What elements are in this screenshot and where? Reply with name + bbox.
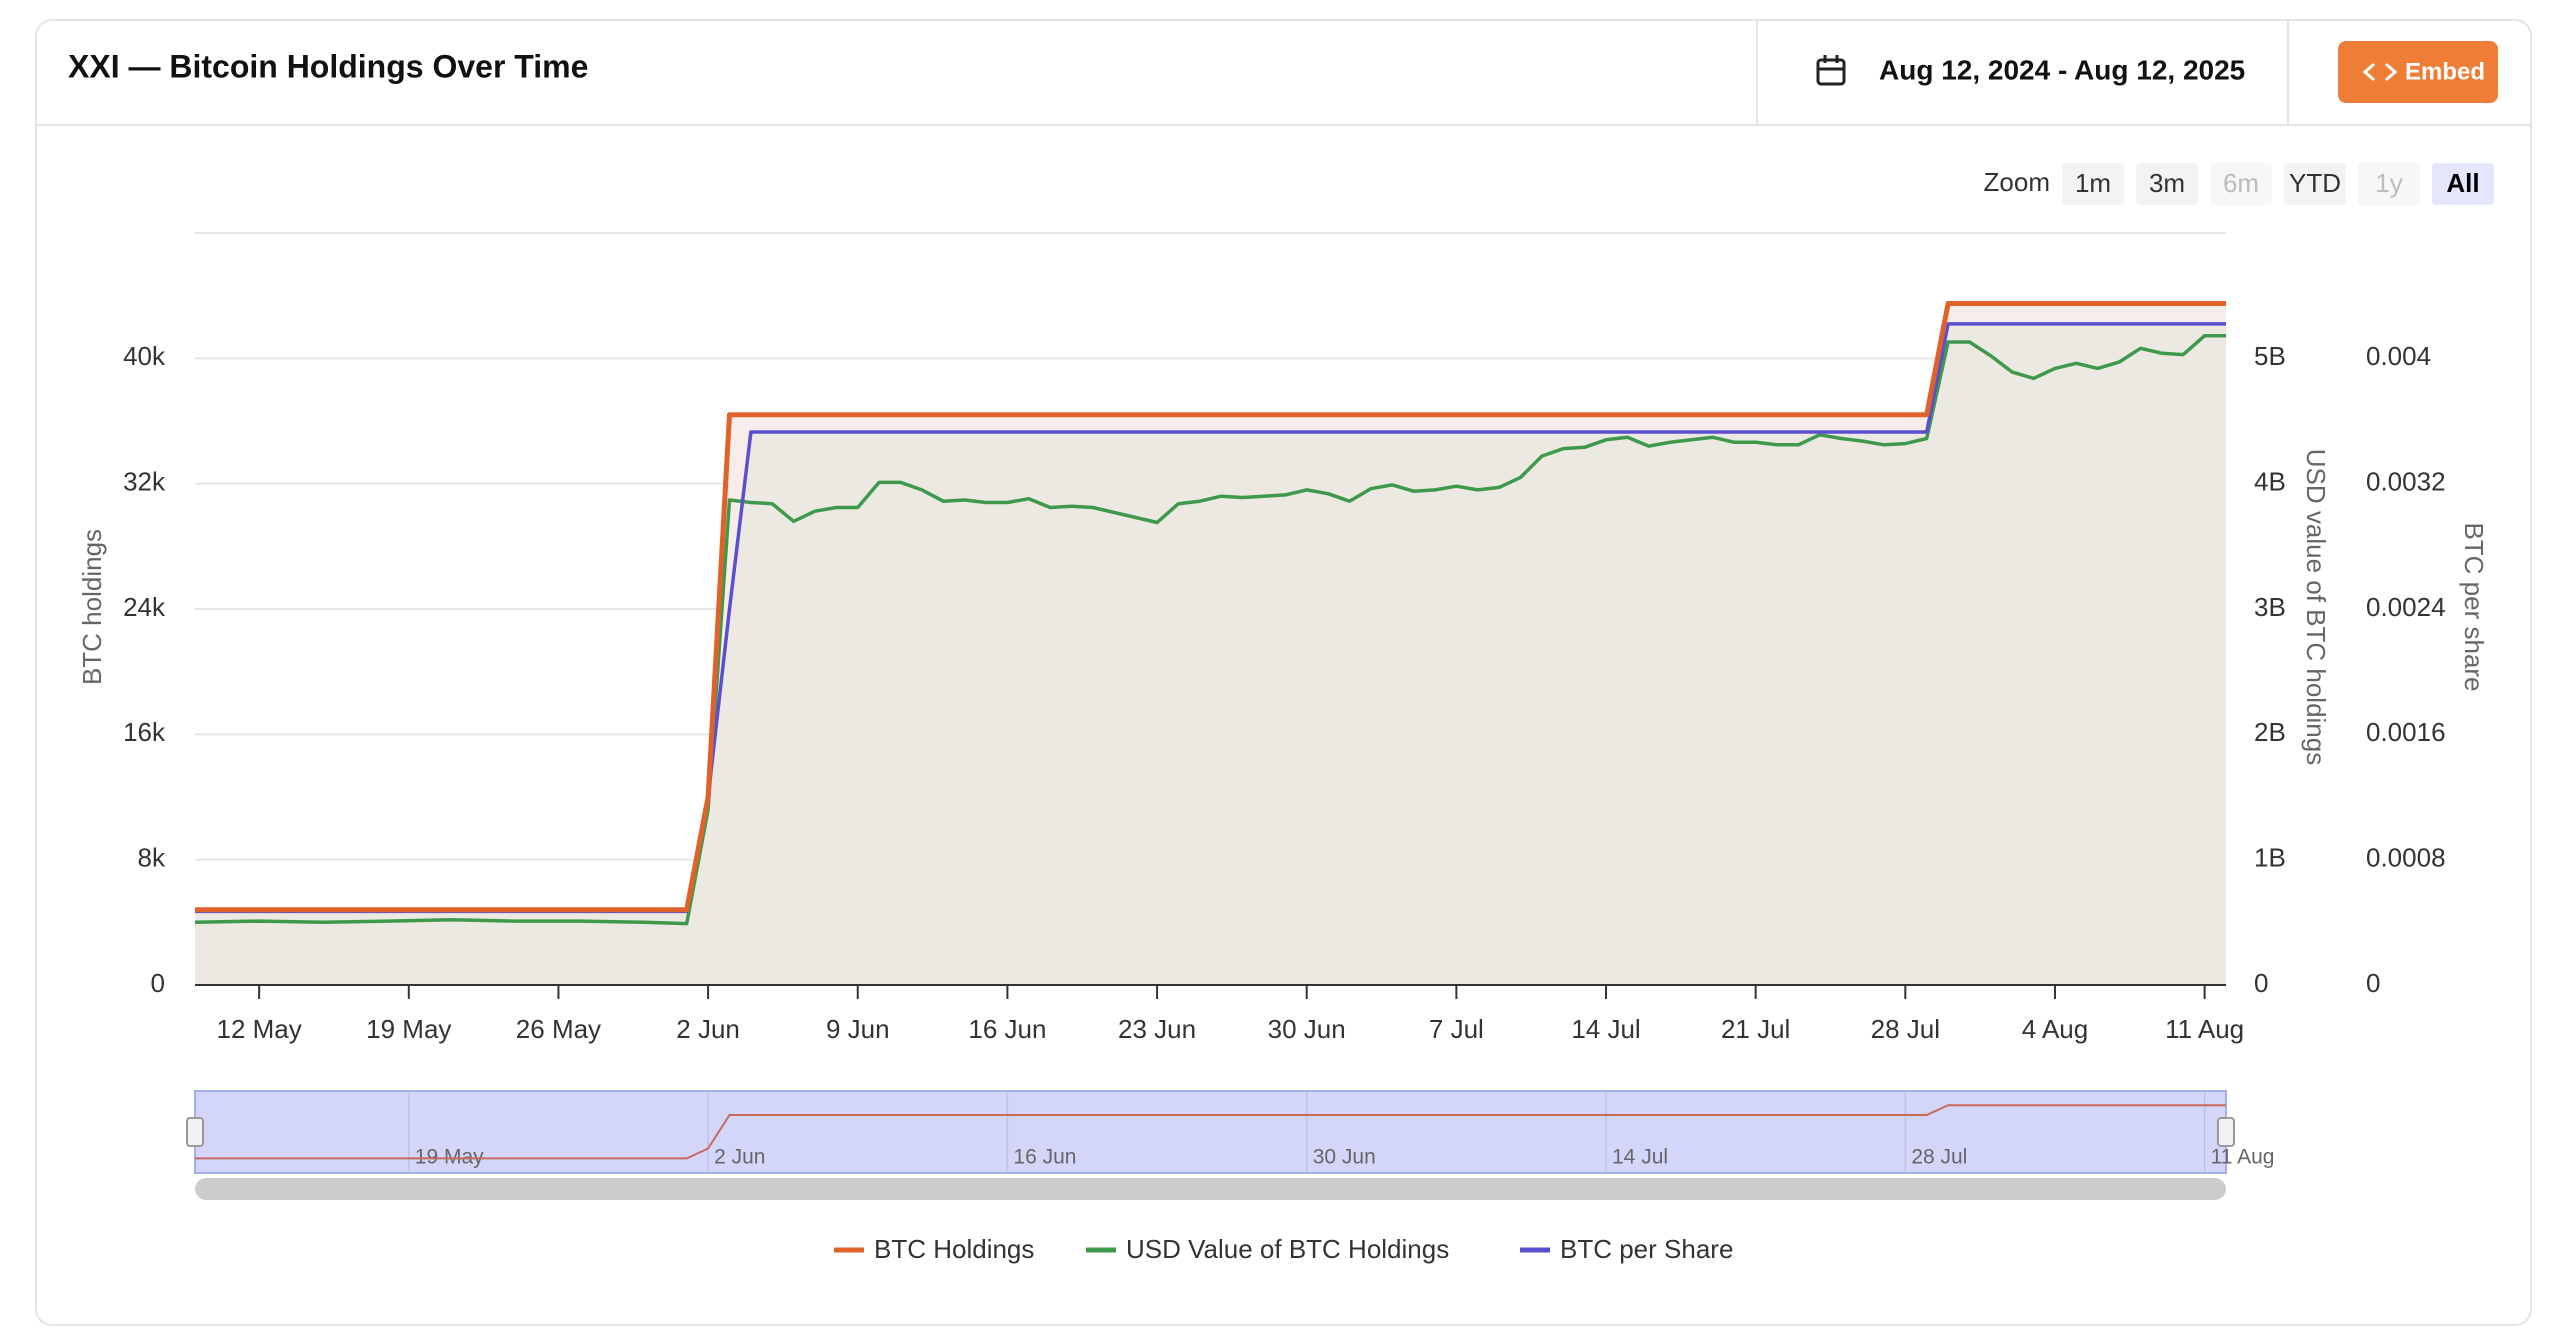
x-tick-label: 19 May xyxy=(366,1014,451,1044)
zoom-button[interactable] xyxy=(2136,163,2198,205)
navigator-tick-label: 14 Jul xyxy=(1612,1146,1668,1169)
calendar-icon xyxy=(1816,55,1846,86)
code-icon xyxy=(2362,62,2398,82)
legend-label: BTC per Share xyxy=(1560,1234,1733,1264)
series-line xyxy=(195,322,2226,914)
y2-tick-label: 4B xyxy=(2254,467,2286,497)
y-tick-label: 16k xyxy=(123,717,166,747)
y2-tick-label: 2B xyxy=(2254,717,2286,747)
y3-tick-label: 0.0008 xyxy=(2366,843,2446,873)
y2-tick-label: 0 xyxy=(2254,968,2268,998)
y3-tick-label: 0 xyxy=(2366,968,2380,998)
scrollbar[interactable] xyxy=(195,1178,2226,1200)
navigator-line xyxy=(195,1104,2226,1160)
zoom-button[interactable] xyxy=(2062,163,2124,205)
navigator-tick-label: 19 May xyxy=(415,1146,484,1169)
zoom-buttons: 1m 3m 6m YTD 1y All xyxy=(2062,163,2494,205)
embed-bg xyxy=(2338,41,2498,103)
embed-button[interactable]: Embed xyxy=(2338,41,2498,103)
y3-axis-title: BTC per share xyxy=(2459,522,2489,691)
navigator-tick-label: 2 Jun xyxy=(714,1146,765,1169)
y-tick-label: 8k xyxy=(138,843,166,873)
y3-tick-label: 0.0024 xyxy=(2366,592,2446,622)
legend-item[interactable]: USD Value of BTC Holdings xyxy=(1086,1234,1449,1264)
zoom-button-label: 1y xyxy=(2375,168,2402,198)
legend-item[interactable]: BTC Holdings xyxy=(834,1234,1034,1264)
legend-label: USD Value of BTC Holdings xyxy=(1126,1234,1449,1264)
y-tick-label: 0 xyxy=(151,968,165,998)
x-tick-label: 9 Jun xyxy=(826,1014,890,1044)
x-tick-label: 14 Jul xyxy=(1571,1014,1640,1044)
chart-title: XXI — Bitcoin Holdings Over Time xyxy=(68,48,588,84)
date-range: Aug 12, 2024 - Aug 12, 2025 xyxy=(1879,54,2245,85)
legend-label: BTC Holdings xyxy=(874,1234,1034,1264)
x-tick-label: 11 Aug xyxy=(2165,1014,2244,1044)
zoom-button-label[interactable]: 3m xyxy=(2149,168,2185,198)
x-tick-label: 23 Jun xyxy=(1118,1014,1196,1044)
y3-tick-label: 0.0016 xyxy=(2366,717,2446,747)
x-tick-label: 7 Jul xyxy=(1429,1014,1484,1044)
x-tick-label: 4 Aug xyxy=(2022,1014,2089,1044)
x-tick-label: 16 Jun xyxy=(968,1014,1046,1044)
x-tick-label: 21 Jul xyxy=(1721,1014,1790,1044)
y-axis-title: BTC holdings xyxy=(77,529,107,685)
x-tick-label: 28 Jul xyxy=(1871,1014,1940,1044)
y3-tick-label: 0.0032 xyxy=(2366,467,2446,497)
navigator-handle[interactable] xyxy=(2217,1117,2235,1147)
y-tick-label: 32k xyxy=(123,467,166,497)
y2-tick-label: 3B xyxy=(2254,592,2286,622)
y2-tick-label: 1B xyxy=(2254,843,2286,873)
embed-label: Embed xyxy=(2405,58,2485,85)
y3-tick-label: 0.004 xyxy=(2366,341,2431,371)
zoom-button[interactable] xyxy=(2284,163,2346,205)
x-tick-label: 30 Jun xyxy=(1268,1014,1346,1044)
zoom-button-label[interactable]: YTD xyxy=(2289,168,2341,198)
y2-axis-title: USD value of BTC holdings xyxy=(2301,449,2331,765)
y2-tick-label: 5B xyxy=(2254,341,2286,371)
zoom-button xyxy=(2358,163,2420,205)
series-line xyxy=(194,334,2226,926)
navigator-tick-label: 11 Aug xyxy=(2211,1146,2275,1169)
x-tick-label: 12 May xyxy=(217,1014,302,1044)
zoom-label: Zoom xyxy=(1984,167,2050,197)
navigator-tick-label: 30 Jun xyxy=(1313,1146,1376,1169)
zoom-button-label: 6m xyxy=(2223,168,2259,198)
y-tick-label: 24k xyxy=(123,592,166,622)
zoom-button xyxy=(2210,163,2272,205)
y-tick-label: 40k xyxy=(123,341,166,371)
series-line xyxy=(195,301,2226,913)
zoom-button-label[interactable]: 1m xyxy=(2075,168,2111,198)
series-area xyxy=(195,323,2226,985)
navigator-tick-label: 28 Jul xyxy=(1911,1146,1967,1169)
plot: 0 8k 16k 24k 32k 40k 0 1B 2B 3B 4B 5B 0 0.0008 0.0016 0… xyxy=(77,232,2489,1264)
legend-item[interactable]: BTC per Share xyxy=(1520,1234,1733,1264)
x-tick-label: 26 May xyxy=(516,1014,601,1044)
x-tick-label: 2 Jun xyxy=(676,1014,740,1044)
navigator-handle[interactable] xyxy=(186,1117,204,1147)
zoom-button[interactable] xyxy=(2432,163,2494,205)
navigator-tick-label: 16 Jun xyxy=(1013,1146,1076,1169)
zoom-button-label[interactable]: All xyxy=(2446,168,2479,198)
date-range-picker[interactable]: Aug 12, 2024 - Aug 12, 2025 xyxy=(1816,54,2245,86)
